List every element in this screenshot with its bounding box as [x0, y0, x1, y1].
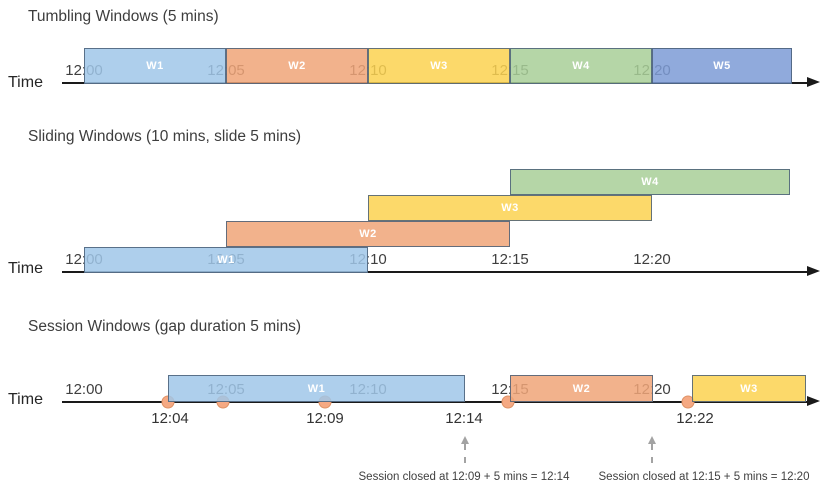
event-time-label: 12:22 [676, 410, 714, 427]
session-close-arrow-icon [648, 436, 656, 444]
session-close-note-2: Session closed at 12:15 + 5 mins = 12:20 [598, 471, 810, 483]
event-time-label: 12:14 [445, 410, 483, 427]
section-title-tumbling: Tumbling Windows (5 mins) [28, 8, 219, 25]
time-axis-label-session: Time [8, 391, 43, 408]
sliding-window-w3: W3 [368, 195, 652, 221]
window-label: W3 [740, 382, 758, 395]
session-close-arrow-stem [464, 444, 466, 463]
tumbling-window-w5: W5 [652, 48, 792, 84]
event-time-label: 12:09 [306, 410, 344, 427]
window-label: W3 [501, 202, 519, 214]
section-title-sliding: Sliding Windows (10 mins, slide 5 mins) [28, 128, 302, 145]
window-label: W5 [713, 60, 731, 72]
axis-tick: 12:15 [491, 251, 529, 268]
window-label: W1 [146, 60, 164, 72]
tumbling-window-w4: W4 [510, 48, 652, 84]
time-axis-sliding [62, 271, 809, 273]
sliding-window-w2: W2 [226, 221, 510, 247]
time-axis-label-sliding: Time [8, 260, 43, 277]
axis-arrow-icon [807, 77, 820, 87]
tumbling-window-w3: W3 [368, 48, 510, 84]
window-label: W2 [359, 228, 377, 240]
session-window-w2: W2 [510, 375, 653, 402]
window-label: W1 [217, 254, 235, 266]
session-close-note-1: Session closed at 12:09 + 5 mins = 12:14 [358, 471, 570, 483]
sliding-window-w1: W1 [84, 247, 368, 273]
time-axis-label-tumbling: Time [8, 74, 43, 91]
sliding-window-w4: W4 [510, 169, 790, 195]
window-label: W4 [572, 60, 590, 72]
event-time-label: 12:04 [151, 410, 189, 427]
time-axis-session [62, 401, 809, 403]
session-window-w1: W1 [168, 375, 465, 402]
window-label: W1 [307, 382, 326, 395]
session-window-w3: W3 [692, 375, 806, 402]
section-title-session: Session Windows (gap duration 5 mins) [28, 318, 302, 335]
axis-arrow-icon [807, 396, 820, 406]
event-dot [681, 395, 695, 409]
tumbling-window-w1: W1 [84, 48, 226, 84]
session-close-arrow-stem [651, 444, 653, 463]
axis-tick: 12:00 [65, 381, 103, 398]
window-label: W3 [430, 60, 448, 72]
axis-arrow-icon [807, 266, 820, 276]
tumbling-window-w2: W2 [226, 48, 368, 84]
window-label: W2 [288, 60, 306, 72]
window-label: W4 [641, 176, 659, 188]
axis-tick: 12:20 [633, 251, 671, 268]
window-label: W2 [572, 382, 591, 395]
session-close-arrow-icon [461, 436, 469, 444]
